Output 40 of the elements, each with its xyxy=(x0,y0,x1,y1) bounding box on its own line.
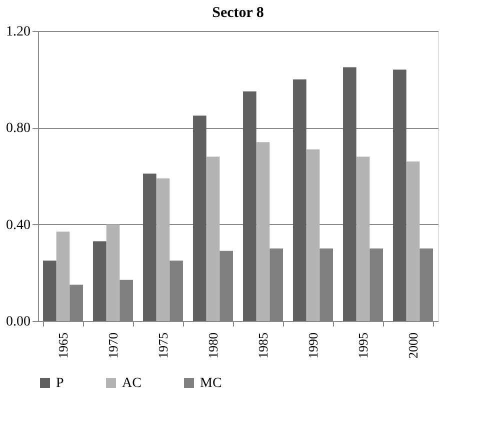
bar xyxy=(43,260,56,321)
x-tick-label: 2000 xyxy=(406,332,420,358)
x-tick-label: 1980 xyxy=(206,332,220,358)
legend-label: AC xyxy=(122,376,142,391)
x-tick-label: 1985 xyxy=(256,332,270,358)
bar xyxy=(106,224,120,321)
chart-title: Sector 8 xyxy=(212,5,264,21)
y-tick-label: 0.00 xyxy=(6,314,30,330)
bar xyxy=(170,260,183,321)
y-tick-label: 1.20 xyxy=(6,24,30,40)
bar xyxy=(306,149,320,321)
bar xyxy=(56,232,70,321)
x-tick-label: 1970 xyxy=(106,332,120,358)
x-tick-label: 1965 xyxy=(56,332,70,358)
bar xyxy=(256,142,270,321)
bar xyxy=(406,162,420,321)
bar xyxy=(70,284,83,321)
bar xyxy=(156,178,170,321)
bar xyxy=(220,250,233,321)
bar xyxy=(393,70,406,321)
bar xyxy=(93,241,106,321)
bar xyxy=(370,248,383,321)
legend-label: P xyxy=(56,376,64,391)
bar xyxy=(143,174,156,321)
bar xyxy=(243,91,256,321)
x-tick-label: 1975 xyxy=(156,332,170,358)
bar xyxy=(120,280,133,321)
bar xyxy=(193,116,206,321)
bar xyxy=(206,156,220,321)
y-tick-label: 0.80 xyxy=(6,121,30,136)
y-tick-label: 0.40 xyxy=(6,218,30,233)
bar xyxy=(270,248,283,321)
x-tick-label: 1990 xyxy=(306,332,320,358)
bar xyxy=(293,79,306,321)
x-tick-label: 1995 xyxy=(356,332,370,358)
bar xyxy=(356,156,370,321)
bar xyxy=(320,248,333,321)
bar xyxy=(343,67,356,321)
legend-label: MC xyxy=(200,376,222,391)
bar xyxy=(420,248,433,321)
